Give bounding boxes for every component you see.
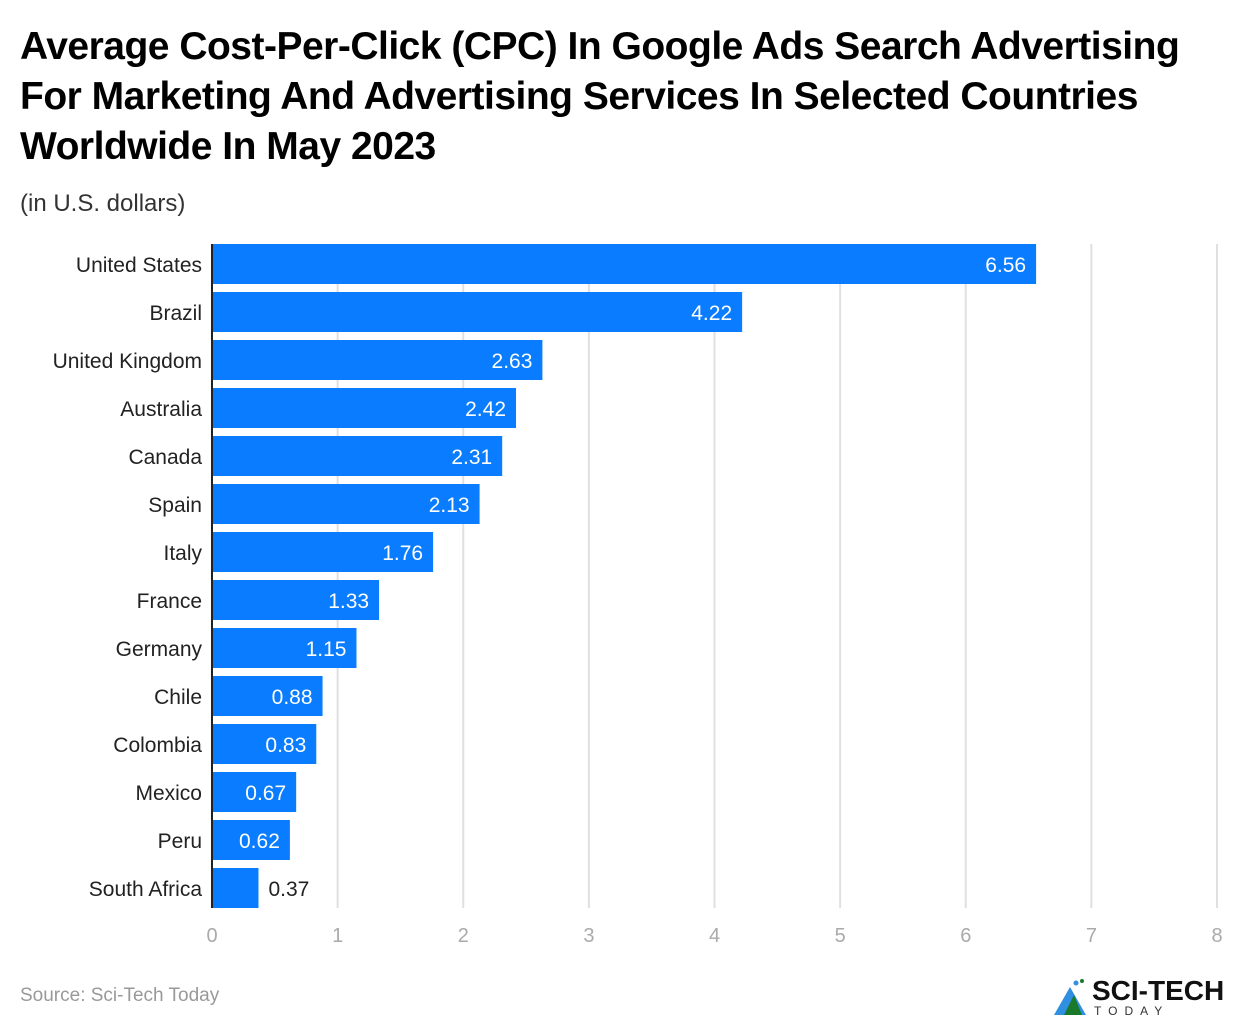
- category-label: Italy: [163, 542, 202, 565]
- category-label: Mexico: [135, 782, 202, 805]
- category-label: France: [137, 590, 202, 613]
- bar: [212, 820, 290, 860]
- category-label: Australia: [120, 398, 202, 421]
- chart-subtitle: (in U.S. dollars): [20, 190, 186, 217]
- value-label: 2.31: [451, 446, 492, 469]
- value-label: 6.56: [985, 254, 1026, 277]
- value-label: 2.13: [429, 494, 470, 517]
- logo-subtext: TODAY: [1094, 1004, 1170, 1018]
- bar: [212, 340, 543, 380]
- value-label: 0.37: [268, 878, 309, 901]
- source-note: Source: Sci-Tech Today: [20, 985, 220, 1006]
- x-tick-label: 6: [960, 925, 971, 947]
- value-label: 2.42: [465, 398, 506, 421]
- bar: [212, 484, 480, 524]
- value-label: 0.83: [265, 734, 306, 757]
- sci-tech-logo: SCI-TECH TODAY: [1052, 975, 1232, 1020]
- x-tick-label: 2: [458, 925, 469, 947]
- value-label: 0.62: [239, 830, 280, 853]
- category-label: Chile: [154, 686, 202, 709]
- x-tick-label: 7: [1086, 925, 1097, 947]
- logo-mark-icon: [1054, 979, 1086, 1015]
- bar: [212, 244, 1037, 284]
- chart-title: Average Cost-Per-Click (CPC) In Google A…: [20, 25, 1180, 168]
- category-label: Spain: [148, 494, 202, 517]
- bar: [212, 580, 380, 620]
- category-label: United Kingdom: [53, 350, 202, 373]
- category-label: United States: [76, 254, 202, 277]
- x-tick-label: 1: [332, 925, 343, 947]
- value-label: 0.67: [245, 782, 286, 805]
- x-tick-label: 8: [1211, 925, 1222, 947]
- category-label: Peru: [158, 830, 202, 853]
- value-label: 1.15: [306, 638, 347, 661]
- value-label: 2.63: [492, 350, 533, 373]
- bar: [212, 292, 743, 332]
- category-label: Canada: [128, 446, 202, 469]
- value-label: 1.33: [328, 590, 369, 613]
- category-label: South Africa: [89, 878, 203, 901]
- value-label: 4.22: [691, 302, 732, 325]
- bar: [212, 388, 517, 428]
- bar-chart: 0 1 2 3 4 5 6 7 8 United States 6.56 Brazil 4.22 Unit…: [53, 244, 1223, 947]
- bar: [212, 628, 357, 668]
- bar: [212, 724, 317, 764]
- value-label: 1.76: [382, 542, 423, 565]
- bar: [212, 868, 259, 908]
- bar: [212, 436, 503, 476]
- bar: [212, 532, 434, 572]
- bar: [212, 676, 323, 716]
- x-tick-label: 5: [835, 925, 846, 947]
- category-label: Germany: [116, 638, 203, 661]
- x-tick-label: 3: [583, 925, 594, 947]
- x-tick-label: 0: [206, 925, 217, 947]
- logo-text: SCI-TECH: [1092, 975, 1225, 1006]
- category-label: Colombia: [113, 734, 202, 757]
- category-label: Brazil: [149, 302, 202, 325]
- bar: [212, 772, 297, 812]
- value-label: 0.88: [272, 686, 313, 709]
- x-tick-label: 4: [709, 925, 720, 947]
